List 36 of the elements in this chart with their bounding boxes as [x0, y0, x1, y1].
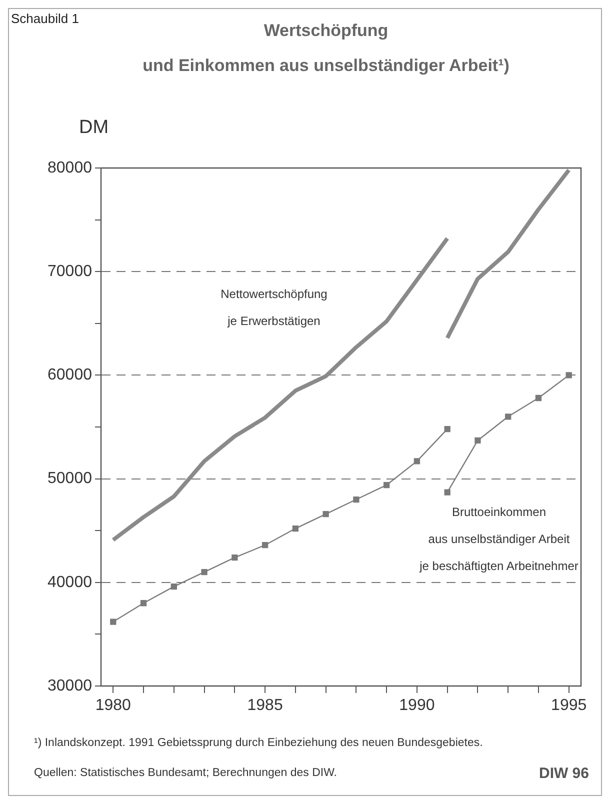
point — [444, 489, 450, 496]
point — [444, 426, 450, 432]
chart-subtitle: und Einkommen aus unselbständiger Arbeit¹) — [142, 56, 510, 76]
chart-title: Wertschöpfung — [264, 21, 388, 40]
point — [170, 583, 177, 590]
text: Schaubild 1 — [11, 11, 79, 26]
point — [566, 372, 572, 378]
point — [232, 554, 238, 561]
y-tick-label: 70000 — [48, 263, 92, 280]
x-tick-label: 1995 — [551, 697, 587, 714]
point — [292, 525, 299, 532]
text: Bruttoeinkommen aus unselbständiger Arbeit je beschäftigten Arbeitnehmer — [418, 504, 580, 575]
y-tick-label: 30000 — [48, 677, 92, 694]
y-axis-title: DM — [79, 117, 109, 139]
point — [322, 510, 329, 518]
source-note: Quellen: Statistisches Bundesamt; Berechnungen des DIW. — [34, 767, 337, 779]
text: DIW 96 — [538, 765, 589, 782]
point — [353, 496, 360, 503]
point — [201, 568, 208, 576]
text: Nettowertschöpfung je Erwerbstätigen — [220, 286, 328, 330]
point — [110, 618, 116, 625]
point — [535, 394, 542, 402]
point — [505, 414, 512, 420]
point — [383, 482, 390, 488]
y-tick-label: 40000 — [48, 574, 92, 591]
y-tick-label: 50000 — [48, 470, 92, 488]
y-tick-label: 80000 — [48, 159, 92, 176]
point — [140, 600, 147, 606]
point — [262, 542, 268, 548]
y-tick-label: 60000 — [48, 366, 92, 384]
x-tick-label: 1990 — [399, 697, 435, 714]
x-tick-label: 1980 — [95, 697, 132, 714]
point — [414, 458, 420, 464]
x-tick-label: 1985 — [247, 697, 283, 714]
text: ¹) Inlandskonzept. 1991 Gebietssprung durch Einbeziehung des neuen Bundesgebietes. — [34, 737, 483, 749]
point — [474, 437, 481, 444]
